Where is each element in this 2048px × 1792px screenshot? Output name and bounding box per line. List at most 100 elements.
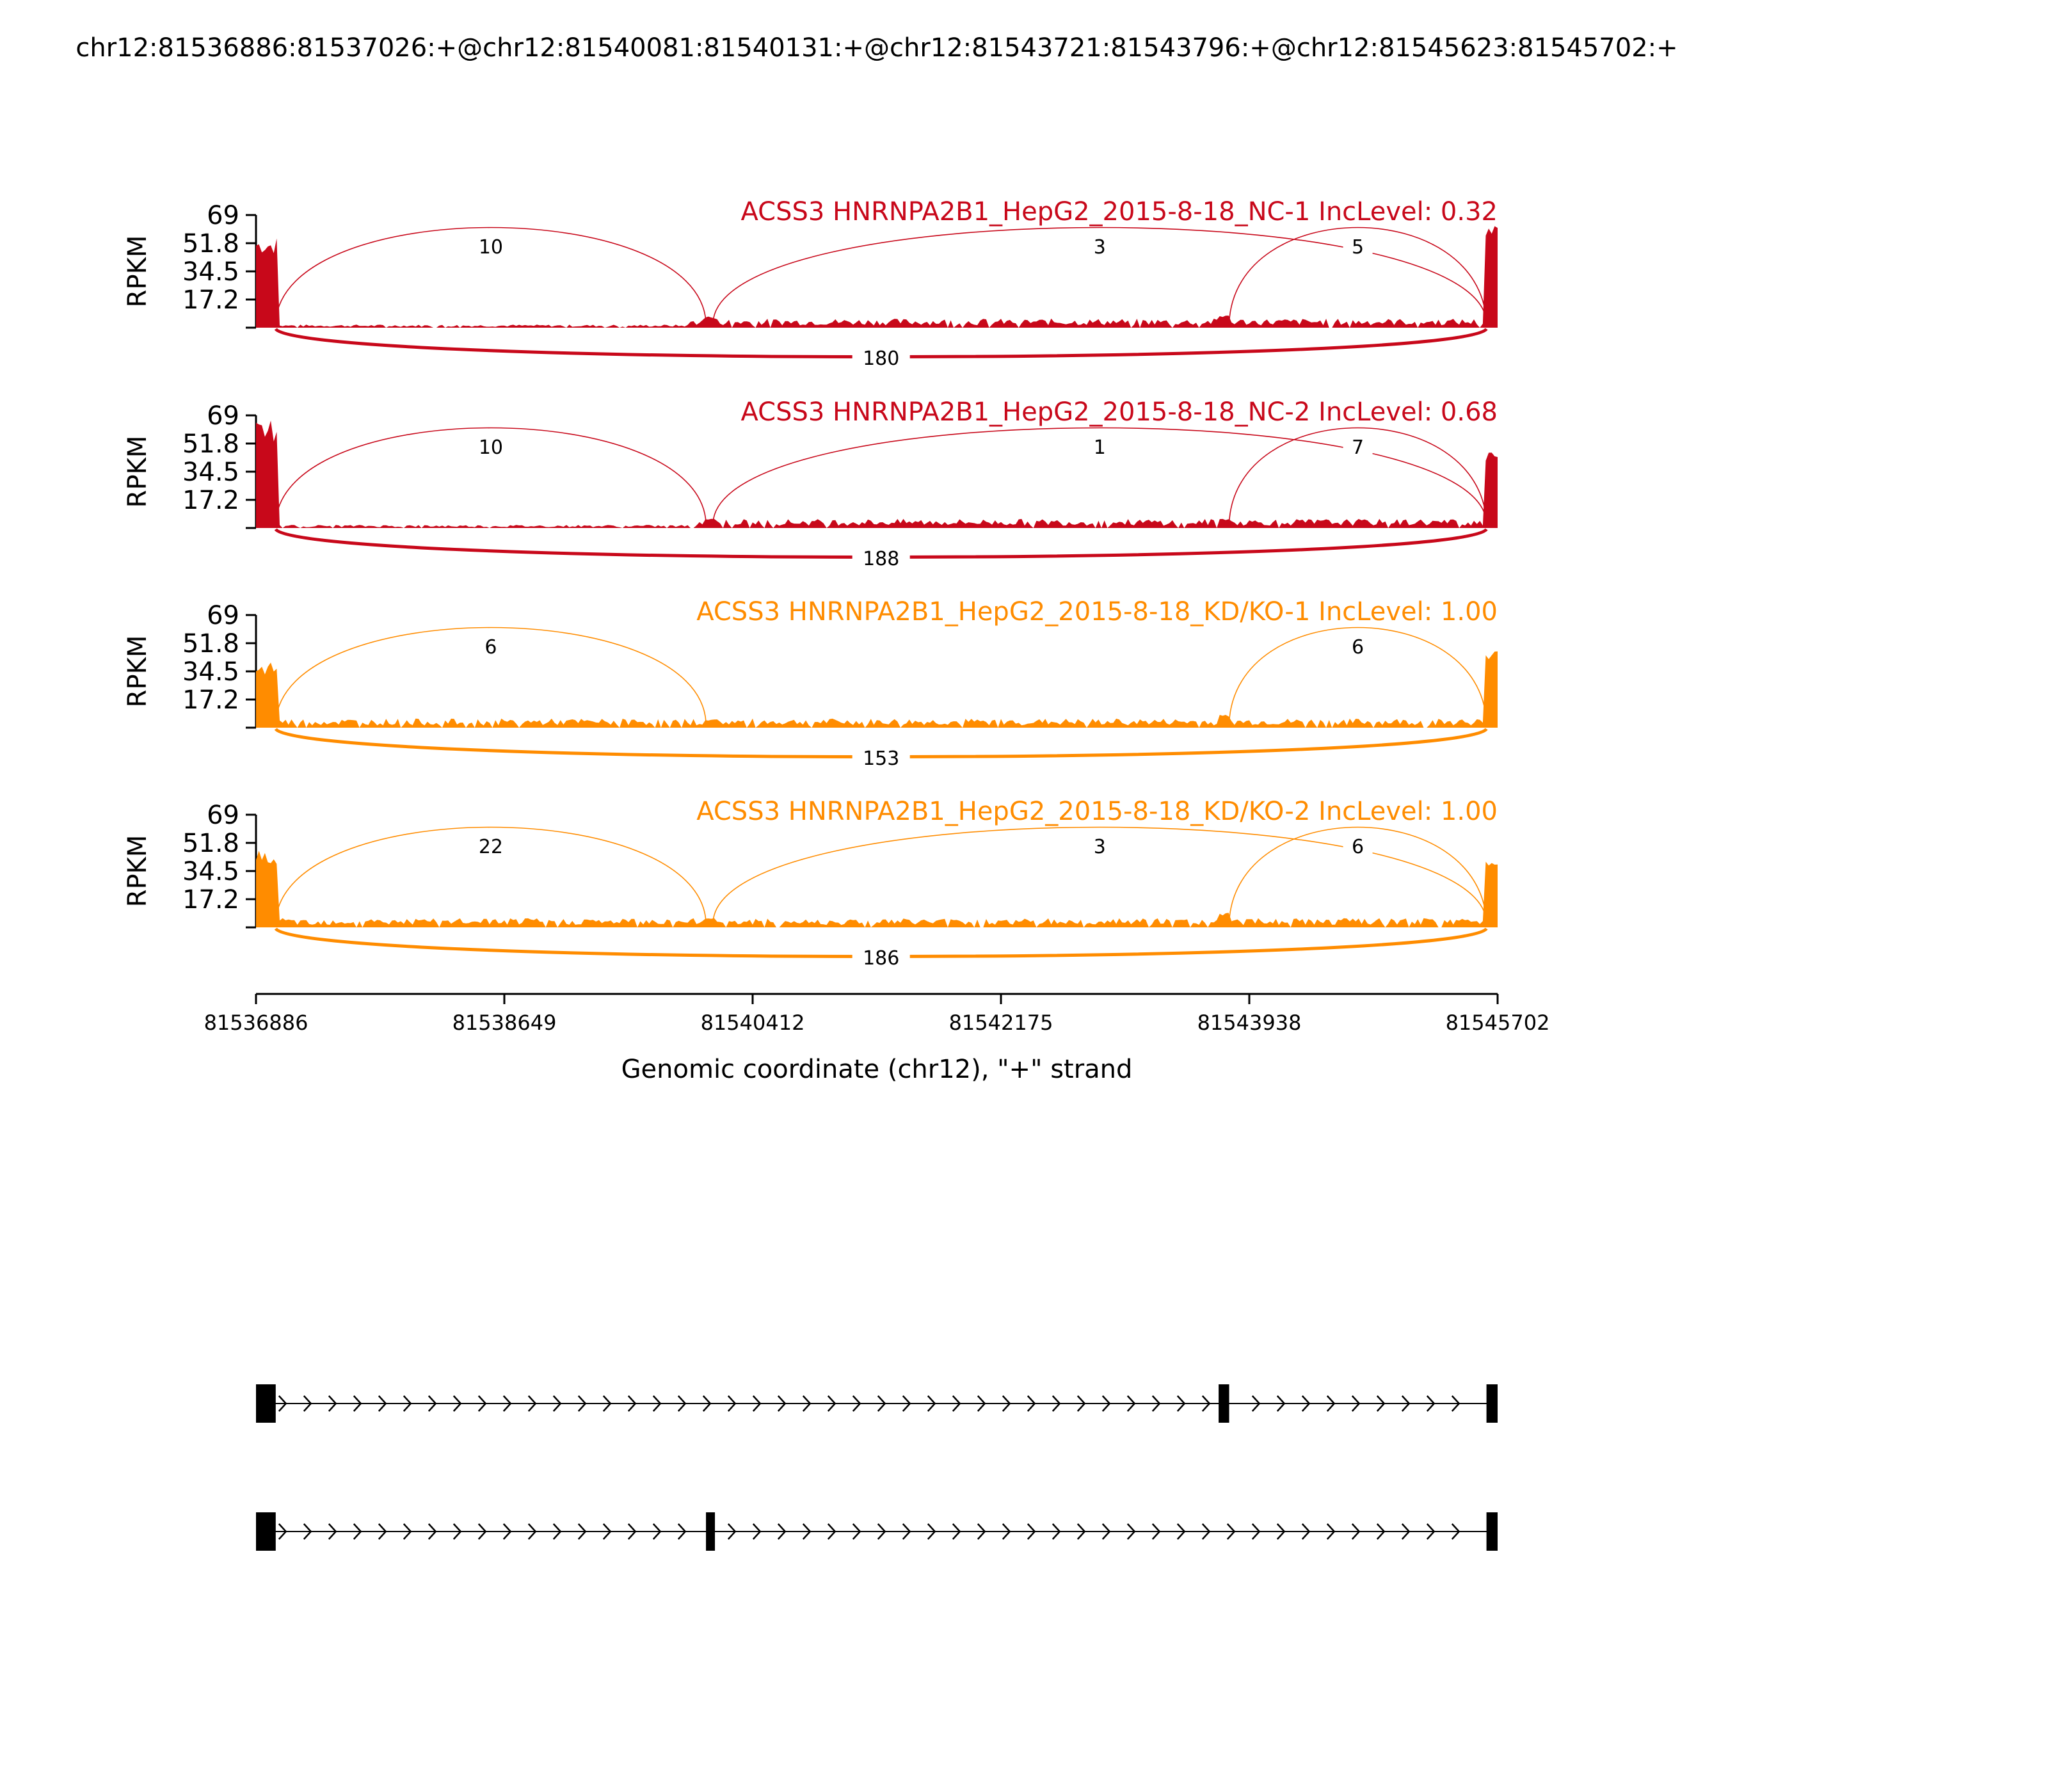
strand-chevron <box>403 1395 412 1412</box>
y-tick-label: 69 <box>207 201 239 230</box>
strand-chevron <box>1301 1523 1311 1540</box>
strand-chevron <box>1326 1395 1336 1412</box>
strand-chevron <box>1002 1523 1011 1540</box>
strand-chevron <box>1151 1395 1161 1412</box>
junction-arc <box>712 826 1487 923</box>
strand-chevron <box>353 1395 362 1412</box>
y-tick-label: 51.8 <box>182 829 239 858</box>
strand-chevron <box>852 1395 861 1412</box>
strand-chevron <box>1351 1395 1361 1412</box>
y-tick-label: 51.8 <box>182 629 239 659</box>
strand-chevron <box>927 1395 936 1412</box>
junction-arc <box>1228 427 1487 524</box>
exon-block <box>1486 1512 1498 1551</box>
strand-chevron <box>602 1395 612 1412</box>
y-tick-label: 17.2 <box>182 685 239 715</box>
strand-chevron <box>452 1395 462 1412</box>
strand-chevron <box>1426 1395 1436 1412</box>
strand-chevron <box>1276 1395 1286 1412</box>
track-title: ACSS3 HNRNPA2B1_HepG2_2015-8-18_KD/KO-2 … <box>696 797 1498 826</box>
strand-chevron <box>1027 1395 1036 1412</box>
exon-block <box>706 1512 716 1551</box>
track-1: ACSS3 HNRNPA2B1_HepG2_2015-8-18_NC-1 Inc… <box>123 197 1498 371</box>
strand-chevron <box>477 1523 487 1540</box>
strand-chevron <box>278 1523 287 1540</box>
isoform-2 <box>256 1512 1498 1551</box>
strand-chevron <box>1276 1523 1286 1540</box>
strand-chevron <box>777 1523 787 1540</box>
strand-chevron <box>1101 1523 1111 1540</box>
strand-chevron <box>1076 1395 1086 1412</box>
strand-chevron <box>577 1395 587 1412</box>
junction-label-bg <box>852 749 910 771</box>
coverage-area <box>256 651 1498 728</box>
y-tick-label: 69 <box>207 601 239 630</box>
strand-chevron <box>927 1523 936 1540</box>
junction-count-label: 22 <box>479 836 503 858</box>
strand-chevron <box>652 1523 662 1540</box>
junction-count-label: 153 <box>863 748 899 770</box>
strand-chevron <box>527 1395 537 1412</box>
strand-chevron <box>527 1523 537 1540</box>
junction-count-label: 6 <box>1352 836 1364 858</box>
strand-chevron <box>1052 1395 1061 1412</box>
junction-label-bg <box>468 238 513 260</box>
junction-arc <box>275 627 707 723</box>
y-tick-label: 69 <box>207 801 239 830</box>
strand-chevron <box>1451 1523 1460 1540</box>
strand-chevron <box>677 1395 687 1412</box>
y-axis-label: RPKM <box>123 835 152 908</box>
strand-chevron <box>727 1395 737 1412</box>
exon-block <box>1219 1384 1229 1423</box>
junction-label-bg <box>1085 238 1115 260</box>
strand-chevron <box>502 1523 512 1540</box>
junction-label-bg <box>852 949 910 971</box>
strand-chevron <box>428 1523 437 1540</box>
junction-count-label: 3 <box>1094 836 1106 858</box>
strand-chevron <box>827 1395 836 1412</box>
y-tick-label: 69 <box>207 401 239 431</box>
strand-chevron <box>902 1523 911 1540</box>
strand-chevron <box>1401 1523 1411 1540</box>
track-4: ACSS3 HNRNPA2B1_HepG2_2015-8-18_KD/KO-2 … <box>123 797 1498 971</box>
strand-chevron <box>1451 1395 1460 1412</box>
strand-chevron <box>977 1523 986 1540</box>
page-title: chr12:81536886:81537026:+@chr12:81540081… <box>76 33 1677 63</box>
y-tick-label: 17.2 <box>182 486 239 515</box>
y-axis-label: RPKM <box>123 236 152 308</box>
y-tick-label: 17.2 <box>182 285 239 315</box>
strand-chevron <box>303 1395 312 1412</box>
track-title: ACSS3 HNRNPA2B1_HepG2_2015-8-18_NC-2 Inc… <box>741 397 1498 427</box>
y-axis-label: RPKM <box>123 436 152 508</box>
junction-label-bg <box>852 349 910 371</box>
strand-chevron <box>752 1395 762 1412</box>
junction-count-label: 6 <box>1352 636 1364 659</box>
strand-chevron <box>952 1395 961 1412</box>
junction-count-label: 10 <box>479 236 503 259</box>
strand-chevron <box>378 1395 387 1412</box>
strand-chevron <box>1301 1395 1311 1412</box>
exon-block <box>256 1512 276 1551</box>
junction-count-label: 188 <box>863 548 899 570</box>
strand-chevron <box>477 1395 487 1412</box>
strand-chevron <box>452 1523 462 1540</box>
strand-chevron <box>1226 1523 1236 1540</box>
strand-chevron <box>1351 1523 1361 1540</box>
strand-chevron <box>902 1395 911 1412</box>
strand-chevron <box>627 1395 637 1412</box>
junction-arc <box>712 227 1487 323</box>
strand-chevron <box>328 1395 337 1412</box>
isoform-1 <box>256 1384 1498 1423</box>
track-title: ACSS3 HNRNPA2B1_HepG2_2015-8-18_KD/KO-1 … <box>696 597 1498 627</box>
strand-chevron <box>1251 1523 1261 1540</box>
strand-chevron <box>677 1523 687 1540</box>
junction-count-label: 180 <box>863 348 899 370</box>
strand-chevron <box>428 1395 437 1412</box>
junction-label-bg <box>1343 838 1373 860</box>
strand-chevron <box>328 1523 337 1540</box>
strand-chevron <box>1176 1523 1186 1540</box>
junction-label-bg <box>852 550 910 572</box>
junction-label-bg <box>468 838 513 860</box>
strand-chevron <box>727 1523 737 1540</box>
track-2: ACSS3 HNRNPA2B1_HepG2_2015-8-18_NC-2 Inc… <box>123 397 1498 572</box>
